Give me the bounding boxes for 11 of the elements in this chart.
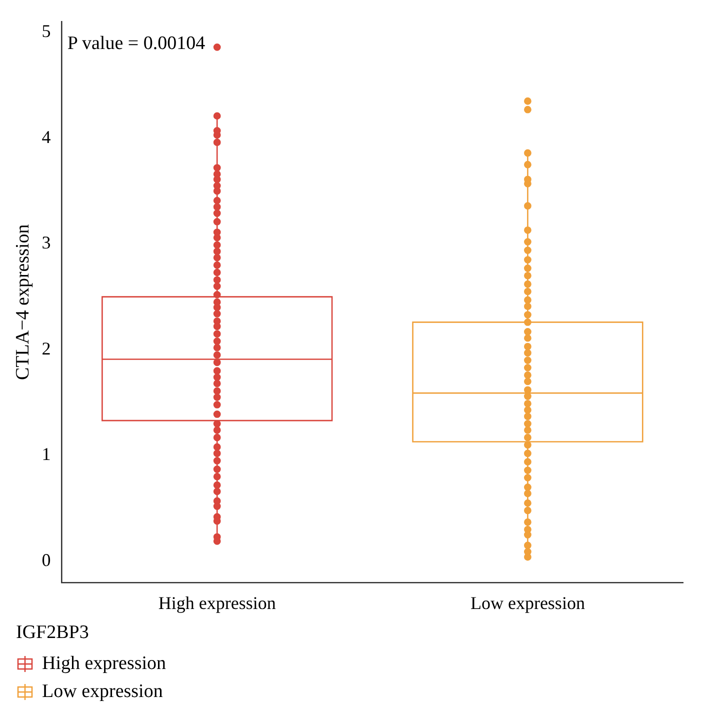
annotation: P value = 0.00104	[67, 32, 206, 54]
y-tick-label: 1	[42, 444, 51, 464]
y-tick-label: 5	[42, 21, 51, 42]
y-tick-label: 3	[42, 232, 51, 253]
legend-label: Low expression	[42, 681, 163, 703]
y-tick-label: 4	[42, 126, 51, 147]
y-tick-label: 0	[42, 550, 51, 570]
y-axis-title: CTLA−4 expression	[12, 224, 34, 380]
legend-title: IGF2BP3	[16, 622, 90, 644]
legend-label: High expression	[42, 653, 166, 675]
y-tick-label: 2	[42, 338, 51, 358]
